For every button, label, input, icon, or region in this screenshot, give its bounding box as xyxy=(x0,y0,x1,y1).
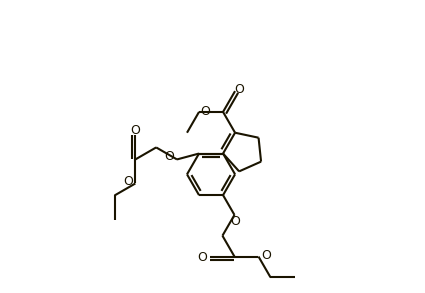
Text: O: O xyxy=(230,215,240,228)
Text: O: O xyxy=(197,251,207,265)
Text: O: O xyxy=(235,83,244,96)
Text: O: O xyxy=(165,150,175,163)
Text: O: O xyxy=(123,176,133,188)
Text: O: O xyxy=(201,105,210,118)
Text: O: O xyxy=(130,124,140,137)
Text: O: O xyxy=(261,248,271,262)
